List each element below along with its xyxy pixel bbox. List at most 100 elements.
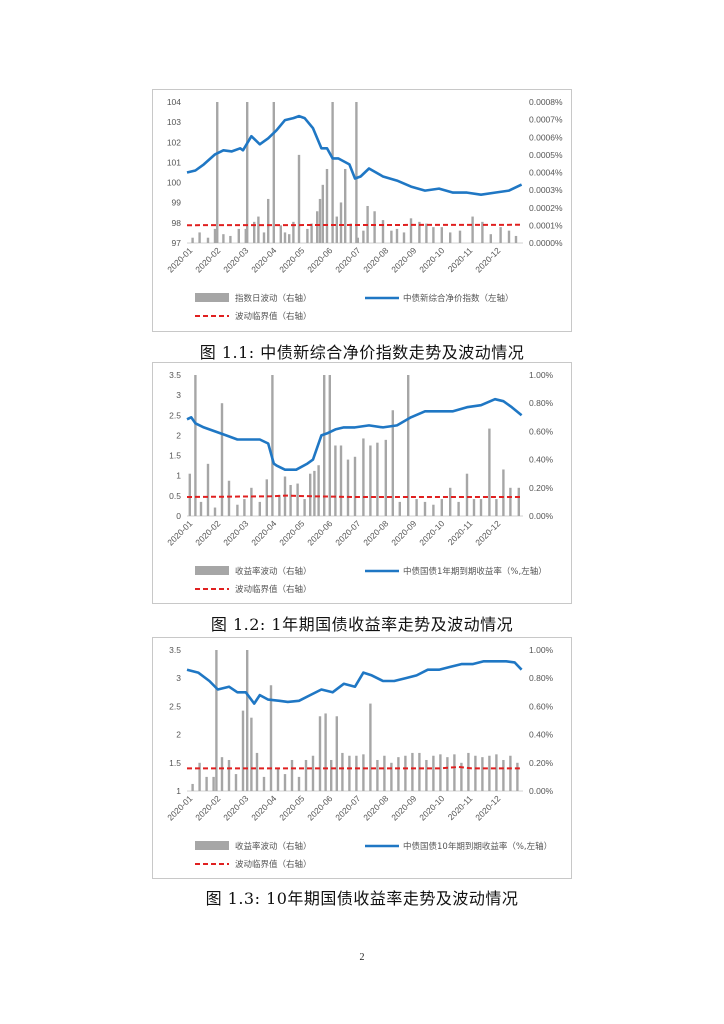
- volatility-bar: [220, 403, 224, 516]
- threshold-line: [187, 766, 522, 770]
- volatility-bar: [355, 102, 358, 243]
- right-axis-tick-label: 0.20%: [529, 758, 554, 768]
- chart-3-caption: 图 1.3: 10年期国债收益率走势及波动情况: [205, 889, 519, 908]
- x-axis-tick-label: 2020-06: [305, 245, 334, 274]
- x-axis-tick-label: 2020-08: [361, 793, 390, 822]
- chart-3-container: 1 1.5 2 2.5 3 3.5 0.00% 0.20% 0.40% 0.60% 0.80% 1.0…: [152, 637, 572, 879]
- volatility-bar: [206, 463, 210, 516]
- volatility-bar: [495, 754, 498, 791]
- volatility-bar: [348, 755, 351, 791]
- x-axis-tick-label: 2020-11: [446, 245, 475, 274]
- x-axis-tick-label: 2020-05: [277, 518, 306, 547]
- volatility-bar: [292, 221, 295, 243]
- volatility-bar: [236, 504, 239, 516]
- volatility-bar: [213, 507, 217, 516]
- volatility-bar: [355, 755, 358, 791]
- left-axis-tick-label: 3: [176, 390, 181, 400]
- x-axis-tick-label: 2020-09: [389, 518, 418, 547]
- left-axis-tick-label: 2.5: [169, 701, 181, 711]
- chart-1-container: 97 98 99 100 101 102 103 104 0.0000% 0.0001% 0.000…: [152, 89, 572, 332]
- volatility-bar: [344, 168, 347, 243]
- volatility-bar: [499, 227, 502, 243]
- volatility-bar: [262, 776, 266, 791]
- volatility-bar: [313, 470, 316, 516]
- right-axis-tick-label: 0.60%: [529, 701, 554, 711]
- volatility-bar: [265, 479, 268, 516]
- volatility-bar: [222, 234, 225, 243]
- volatility-bar: [373, 211, 376, 243]
- x-axis-tick-label: 2020-11: [446, 793, 475, 822]
- volatility-bar: [318, 716, 322, 791]
- x-axis-tick-label: 2020-12: [473, 793, 502, 822]
- x-axis-tick-label: 2020-08: [361, 245, 390, 274]
- volatility-bar: [376, 442, 379, 516]
- volatility-bar: [191, 237, 194, 243]
- page-number: 2: [359, 952, 365, 963]
- volatility-bar: [250, 487, 253, 516]
- right-axis-tick-label: 0.0003%: [529, 185, 563, 195]
- volatility-bar: [216, 102, 219, 243]
- volatility-bar: [317, 465, 320, 516]
- right-axis-tick-label: 0.40%: [529, 730, 554, 740]
- volatility-bar: [234, 774, 238, 791]
- volatility-bar: [241, 710, 245, 791]
- legend-label: 中债新综合净价指数（左轴）: [403, 293, 514, 304]
- volatility-bar: [215, 650, 218, 791]
- volatility-bar: [335, 216, 338, 243]
- volatility-bar: [479, 499, 483, 516]
- chart-1: 97 98 99 100 101 102 103 104 0.0000% 0.0001% 0.000…: [165, 97, 563, 322]
- volatility-bar: [321, 184, 324, 243]
- left-axis-tick-label: 99: [172, 198, 182, 208]
- left-axis-tick-label: 1: [176, 786, 181, 796]
- yield-index-line: [186, 114, 523, 196]
- volatility-bar: [205, 776, 208, 791]
- right-axis-tick-label: 0.0007%: [529, 115, 563, 125]
- x-axis-tick-label: 2020-11: [446, 518, 475, 547]
- right-axis-tick-label: 0.80%: [529, 398, 554, 408]
- volatility-bar: [341, 752, 344, 791]
- volatility-bar: [458, 230, 462, 243]
- volatility-bar: [324, 713, 327, 791]
- volatility-bar: [481, 221, 484, 243]
- volatility-bar: [271, 375, 274, 516]
- volatility-bar: [188, 473, 191, 516]
- volatility-bar: [246, 650, 249, 791]
- volatility-bar: [310, 223, 313, 243]
- x-axis-tick-label: 2020-10: [417, 518, 446, 547]
- volatility-bar: [283, 774, 287, 791]
- volatility-bar: [418, 752, 421, 791]
- volatility-bar: [423, 501, 427, 516]
- right-axis-tick-label: 0.0006%: [529, 132, 563, 142]
- volatility-bar: [289, 484, 292, 516]
- volatility-bar: [198, 762, 201, 791]
- volatility-bar: [213, 228, 217, 243]
- volatility-bar: [330, 759, 333, 791]
- right-axis-tick-label: 0.0001%: [529, 220, 563, 230]
- volatility-bar: [411, 752, 414, 791]
- volatility-bar: [272, 102, 275, 243]
- x-axis-tick-label: 2020-04: [249, 245, 278, 274]
- x-axis-tick-label: 2020-01: [165, 793, 194, 822]
- right-axis-tick-label: 0.0005%: [529, 150, 563, 160]
- left-axis-tick-label: 2: [176, 430, 181, 440]
- left-axis-tick-label: 1: [176, 471, 181, 481]
- volatility-bar: [369, 445, 372, 516]
- volatility-bar: [362, 438, 365, 516]
- left-axis-tick-label: 1.5: [169, 758, 181, 768]
- volatility-bar: [237, 228, 240, 243]
- volatility-bar: [279, 225, 282, 243]
- x-axis-tick-label: 2020-01: [165, 245, 194, 274]
- volatility-bar: [457, 501, 460, 516]
- volatility-bar: [323, 375, 326, 516]
- x-axis-tick-label: 2020-03: [221, 245, 250, 274]
- volatility-bar: [212, 776, 215, 791]
- volatility-bar: [472, 499, 476, 516]
- legend-label: 波动临界值（右轴）: [235, 311, 312, 322]
- volatility-bar: [383, 755, 386, 791]
- volatility-bar: [407, 375, 410, 516]
- right-axis-tick-label: 0.00%: [529, 511, 554, 521]
- volatility-bar: [369, 703, 372, 791]
- x-axis-tick-label: 2020-01: [165, 518, 194, 547]
- left-axis-tick-label: 0: [176, 511, 181, 521]
- volatility-bar: [409, 218, 413, 243]
